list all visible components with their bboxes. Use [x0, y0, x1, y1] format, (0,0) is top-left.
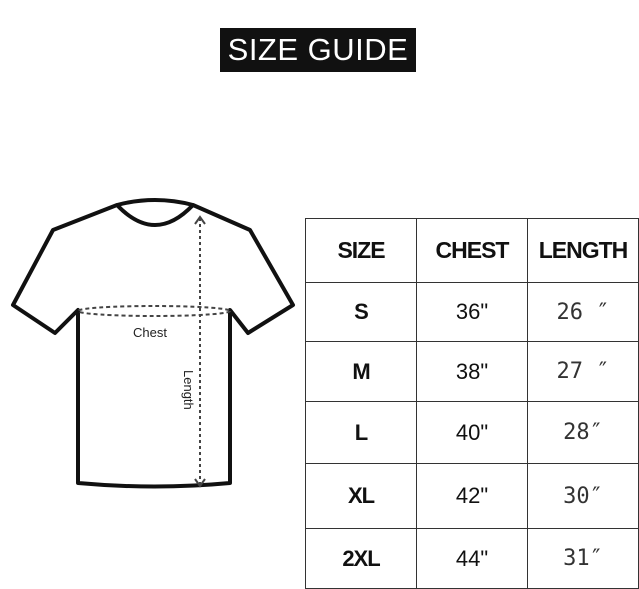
arrow-bottom-icon: [194, 478, 206, 488]
table-row: S 36" 26 ″: [305, 282, 639, 342]
table-row: M 38" 27 ″: [305, 341, 639, 402]
length-cell: 28″: [527, 401, 639, 464]
chest-cell: 42": [416, 463, 528, 529]
header-size: SIZE: [305, 218, 417, 283]
page-title: SIZE GUIDE: [220, 28, 416, 72]
length-label: Length: [181, 370, 196, 410]
collar: [116, 198, 194, 207]
size-cell: L: [305, 401, 417, 464]
length-cell: 31″: [527, 528, 639, 589]
size-cell: XL: [305, 463, 417, 529]
chest-measure-line: [77, 305, 231, 317]
size-cell: 2XL: [305, 528, 417, 589]
size-table: SIZE CHEST LENGTH S 36" 26 ″ M 38" 27 ″ …: [305, 218, 639, 589]
chest-cell: 40": [416, 401, 528, 464]
arrow-top-icon: [194, 215, 206, 225]
t-shirt-outline: [11, 203, 295, 489]
table-row: XL 42" 30″: [305, 463, 639, 529]
chest-cell: 44": [416, 528, 528, 589]
length-cell: 30″: [527, 463, 639, 529]
size-cell: M: [305, 341, 417, 402]
chest-label: Chest: [133, 325, 167, 340]
header-chest: CHEST: [416, 218, 528, 283]
table-header-row: SIZE CHEST LENGTH: [305, 218, 639, 283]
length-cell: 26 ″: [527, 282, 639, 342]
chest-cell: 36": [416, 282, 528, 342]
table-row: 2XL 44" 31″: [305, 528, 639, 589]
t-shirt-icon: Chest Length: [11, 198, 295, 489]
header-length: LENGTH: [527, 218, 639, 283]
size-cell: S: [305, 282, 417, 342]
table-row: L 40" 28″: [305, 401, 639, 464]
chest-cell: 38": [416, 341, 528, 402]
length-cell: 27 ″: [527, 341, 639, 402]
